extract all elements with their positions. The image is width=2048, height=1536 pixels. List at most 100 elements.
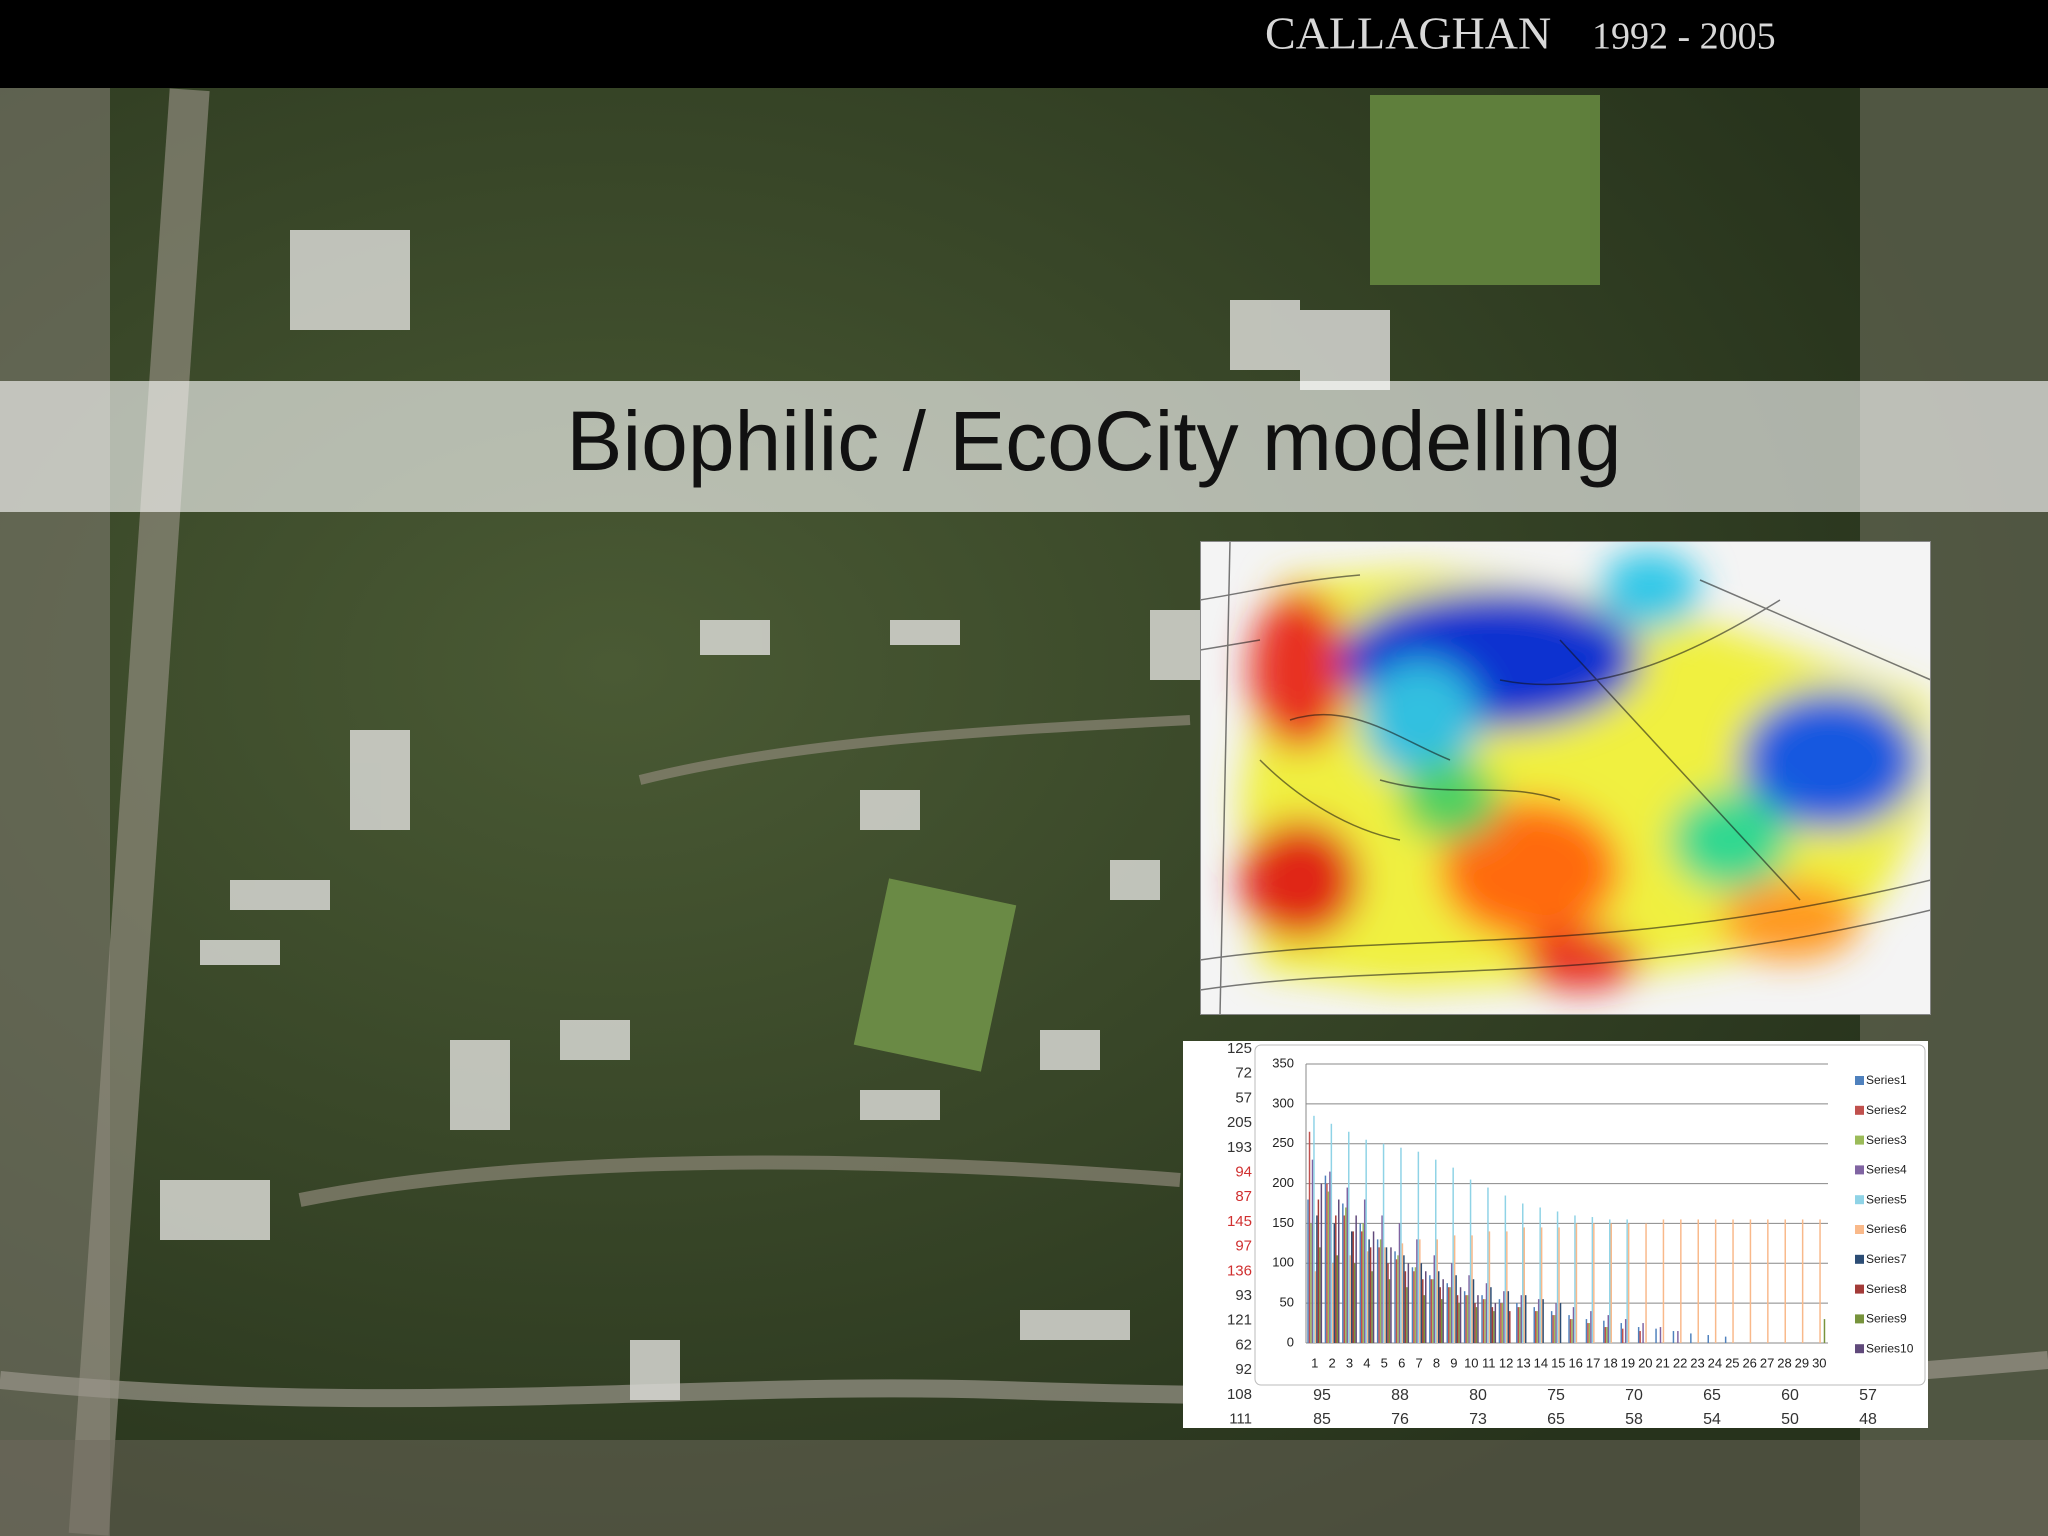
legend-swatch bbox=[1855, 1284, 1864, 1294]
bar bbox=[1397, 1255, 1399, 1343]
table-cell: 60 bbox=[1781, 1387, 1799, 1404]
x-tick-label: 5 bbox=[1381, 1355, 1388, 1370]
bar bbox=[1362, 1223, 1364, 1343]
bar bbox=[1749, 1219, 1752, 1343]
bar bbox=[1542, 1299, 1544, 1343]
y-tick-label: 100 bbox=[1272, 1255, 1294, 1270]
bar bbox=[1466, 1295, 1469, 1343]
bar bbox=[1395, 1259, 1398, 1343]
table-cell: 108 bbox=[1227, 1386, 1252, 1403]
bar bbox=[1591, 1217, 1594, 1343]
legend-swatch bbox=[1855, 1195, 1864, 1205]
bar bbox=[1411, 1267, 1414, 1343]
bar bbox=[1481, 1295, 1483, 1343]
bar bbox=[1524, 1295, 1527, 1343]
table-cell: 80 bbox=[1469, 1387, 1487, 1404]
bar bbox=[1422, 1279, 1424, 1343]
y-tick-label: 50 bbox=[1280, 1295, 1294, 1310]
y-tick-label: 200 bbox=[1272, 1175, 1294, 1190]
bar bbox=[1372, 1231, 1375, 1343]
bar bbox=[1363, 1199, 1366, 1343]
legend-label: Series9 bbox=[1866, 1312, 1907, 1326]
table-cell: 54 bbox=[1703, 1411, 1721, 1428]
bar bbox=[1310, 1223, 1312, 1343]
bar bbox=[1474, 1303, 1476, 1343]
table-cell: 48 bbox=[1859, 1411, 1877, 1428]
bar bbox=[1459, 1287, 1462, 1343]
bar bbox=[1571, 1319, 1573, 1343]
bar bbox=[1371, 1271, 1373, 1343]
bar bbox=[1352, 1231, 1354, 1343]
header-years: 1992 - 2005 bbox=[1592, 16, 1776, 58]
bar bbox=[1376, 1239, 1379, 1343]
bar bbox=[1429, 1275, 1431, 1343]
bar bbox=[1469, 1179, 1472, 1343]
bar bbox=[1382, 1143, 1385, 1343]
bar bbox=[1369, 1247, 1372, 1343]
table-cell: 145 bbox=[1227, 1213, 1252, 1230]
bar bbox=[1662, 1219, 1665, 1343]
table-cell: 75 bbox=[1547, 1387, 1565, 1404]
bar bbox=[1442, 1279, 1444, 1343]
bar bbox=[1346, 1187, 1349, 1343]
table-cell: 85 bbox=[1313, 1411, 1331, 1428]
bar bbox=[1439, 1287, 1441, 1343]
bar bbox=[1463, 1291, 1466, 1343]
header-bar bbox=[0, 0, 2048, 88]
bar bbox=[1477, 1295, 1479, 1343]
x-tick-label: 15 bbox=[1551, 1355, 1565, 1370]
bar bbox=[1690, 1333, 1692, 1343]
bar bbox=[1311, 1159, 1314, 1343]
bar bbox=[1452, 1167, 1454, 1343]
bar bbox=[1732, 1219, 1734, 1343]
bar bbox=[1385, 1247, 1388, 1343]
bar bbox=[1349, 1255, 1351, 1343]
legend-label: Series5 bbox=[1866, 1192, 1907, 1206]
bar bbox=[1417, 1151, 1420, 1343]
bar bbox=[1465, 1295, 1467, 1343]
x-tick-label: 1 bbox=[1311, 1355, 1318, 1370]
legend-label: Series1 bbox=[1866, 1073, 1907, 1087]
bar bbox=[1558, 1227, 1560, 1343]
bar bbox=[1574, 1215, 1576, 1343]
bar bbox=[1503, 1291, 1505, 1343]
bar bbox=[1517, 1307, 1520, 1343]
bar bbox=[1593, 1223, 1595, 1343]
bar bbox=[1425, 1271, 1427, 1343]
bar bbox=[1436, 1239, 1438, 1343]
bar bbox=[1540, 1227, 1543, 1343]
legend-swatch bbox=[1855, 1314, 1864, 1324]
legend-label: Series10 bbox=[1866, 1341, 1914, 1355]
bar bbox=[1316, 1215, 1318, 1343]
legend-swatch bbox=[1855, 1105, 1864, 1115]
x-tick-label: 24 bbox=[1708, 1355, 1722, 1370]
bar bbox=[1324, 1175, 1327, 1343]
bar bbox=[1620, 1323, 1622, 1343]
x-tick-label: 27 bbox=[1760, 1355, 1774, 1370]
bar bbox=[1350, 1231, 1353, 1343]
heat-map bbox=[1200, 541, 1931, 1015]
bar bbox=[1403, 1255, 1405, 1343]
table-cell: 92 bbox=[1235, 1361, 1252, 1378]
bar bbox=[1446, 1283, 1448, 1343]
bar bbox=[1330, 1123, 1333, 1343]
bar bbox=[1509, 1311, 1511, 1343]
legend-label: Series7 bbox=[1866, 1252, 1907, 1266]
bar bbox=[1407, 1263, 1410, 1343]
legend-label: Series3 bbox=[1866, 1133, 1907, 1147]
bar bbox=[1572, 1307, 1575, 1343]
bar bbox=[1680, 1219, 1682, 1343]
x-tick-label: 28 bbox=[1777, 1355, 1791, 1370]
bar bbox=[1672, 1331, 1675, 1343]
bar bbox=[1423, 1295, 1426, 1343]
bar bbox=[1587, 1323, 1589, 1343]
bar bbox=[1406, 1287, 1408, 1343]
table-cell: 76 bbox=[1391, 1411, 1409, 1428]
legend-swatch bbox=[1855, 1135, 1864, 1145]
bar bbox=[1507, 1291, 1510, 1343]
bar bbox=[1342, 1203, 1344, 1343]
x-tick-label: 14 bbox=[1534, 1355, 1548, 1370]
bar bbox=[1398, 1223, 1401, 1343]
y-tick-label: 150 bbox=[1272, 1215, 1294, 1230]
